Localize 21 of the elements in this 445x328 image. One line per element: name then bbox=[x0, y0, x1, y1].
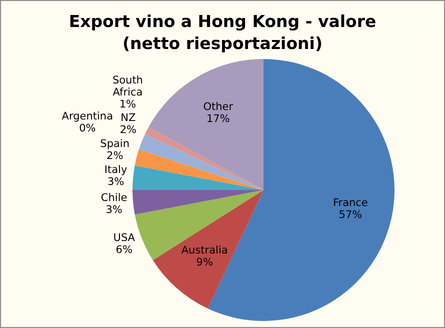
data-label: 3% bbox=[106, 204, 122, 216]
data-label: 2% bbox=[120, 124, 136, 136]
slice-label: NZ bbox=[120, 112, 136, 124]
slice-label: Spain bbox=[100, 138, 130, 150]
data-label: 9% bbox=[196, 256, 213, 269]
data-label: 6% bbox=[116, 244, 132, 256]
data-label: 1% bbox=[119, 98, 136, 111]
data-label: 2% bbox=[106, 150, 124, 162]
data-label: 3% bbox=[107, 176, 124, 188]
text: 0% bbox=[79, 122, 96, 135]
slice-label: Chile bbox=[100, 192, 128, 204]
slice-label: Other bbox=[203, 101, 234, 114]
chart-title: Export vino a Hong Kong - valore (netto riesportazioni) bbox=[68, 11, 378, 55]
data-label: 17% bbox=[206, 113, 230, 126]
slice-label: South Africa bbox=[112, 74, 143, 99]
data-label: 57% bbox=[338, 209, 362, 222]
slice-label: USA bbox=[113, 232, 136, 244]
slice-label: Italy bbox=[104, 164, 128, 176]
slice-label: France bbox=[332, 197, 368, 210]
slice-label: Australia bbox=[181, 244, 228, 257]
category-label: Argentina bbox=[62, 110, 114, 123]
